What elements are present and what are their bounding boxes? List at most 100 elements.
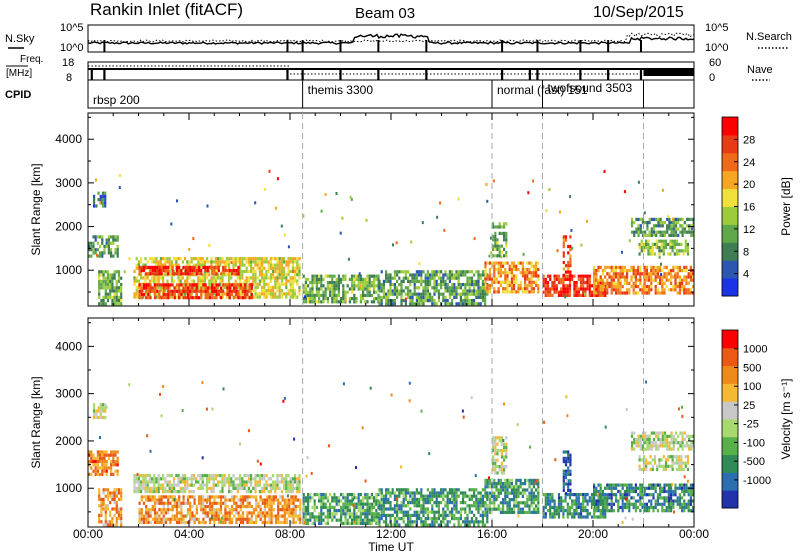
- data-cell: [667, 272, 670, 276]
- data-cell: [173, 289, 176, 293]
- data-cell: [166, 490, 169, 494]
- data-cell: [464, 510, 467, 514]
- data-cell: [566, 515, 569, 519]
- data-cell: [407, 292, 410, 296]
- data-cell: [493, 264, 496, 268]
- data-cell: [164, 520, 168, 525]
- data-cell: [446, 273, 449, 277]
- data-cell: [118, 186, 121, 189]
- data-cell: [269, 257, 272, 261]
- data-cell: [142, 486, 145, 490]
- data-cell: [184, 520, 187, 525]
- data-cell: [344, 299, 347, 303]
- data-cell: [265, 269, 268, 274]
- data-cell: [415, 488, 418, 492]
- data-cell: [685, 230, 689, 234]
- data-cell: [639, 217, 642, 221]
- data-cell: [162, 286, 165, 290]
- data-cell: [302, 214, 305, 218]
- data-cell: [650, 281, 653, 285]
- data-cell: [610, 265, 613, 269]
- data-cell: [261, 285, 264, 290]
- data-cell: [610, 281, 613, 285]
- data-cell: [261, 486, 264, 490]
- data-cell: [287, 260, 290, 264]
- data-cell: [289, 477, 292, 481]
- data-cell: [104, 415, 107, 420]
- data-cell: [217, 520, 220, 525]
- data-cell: [258, 257, 261, 261]
- data-cell: [646, 224, 649, 228]
- data-cell: [393, 491, 396, 495]
- data-cell: [278, 285, 281, 290]
- data-cell: [153, 276, 156, 280]
- data-cell: [639, 288, 642, 292]
- data-cell: [144, 276, 147, 280]
- data-cell: [252, 276, 255, 280]
- data-cell: [588, 290, 591, 294]
- data-cell: [208, 273, 211, 277]
- data-cell: [197, 279, 200, 283]
- data-cell: [294, 273, 297, 277]
- data-cell: [612, 288, 615, 292]
- data-cell: [191, 504, 194, 509]
- data-cell: [475, 497, 478, 501]
- data-cell: [206, 483, 209, 487]
- data-cell: [466, 494, 469, 498]
- data-cell: [276, 486, 279, 490]
- data-cell: [201, 486, 204, 490]
- data-cell: [364, 293, 367, 297]
- data-cell: [437, 491, 440, 495]
- data-cell: [256, 257, 259, 261]
- data-cell: [192, 490, 195, 494]
- data-cell: [393, 302, 396, 306]
- data-cell: [468, 302, 471, 306]
- data-cell: [477, 507, 480, 511]
- data-cell: [88, 453, 91, 457]
- data-cell: [499, 267, 502, 272]
- data-cell: [683, 230, 686, 234]
- data-cell: [398, 292, 401, 296]
- data-cell: [155, 477, 158, 481]
- data-cell: [179, 276, 182, 280]
- data-cell: [244, 498, 247, 502]
- data-cell: [324, 293, 327, 297]
- data-cell: [140, 265, 143, 269]
- data-cell: [329, 505, 332, 509]
- data-cell: [582, 277, 585, 281]
- data-cell: [442, 510, 445, 514]
- data-cell: [232, 480, 235, 484]
- data-cell: [348, 521, 351, 525]
- data-cell: [634, 269, 637, 273]
- data-cell: [617, 291, 620, 295]
- data-cell: [667, 278, 670, 282]
- data-cell: [628, 269, 631, 273]
- data-cell: [147, 265, 150, 269]
- data-cell: [203, 474, 206, 478]
- data-cell: [385, 513, 388, 517]
- data-cell: [415, 497, 418, 501]
- data-cell: [259, 511, 262, 515]
- data-cell: [571, 502, 574, 506]
- data-cell: [248, 517, 251, 521]
- data-cell: [340, 515, 343, 519]
- data-cell: [117, 497, 121, 501]
- data-cell: [246, 520, 249, 525]
- data-cell: [373, 274, 376, 278]
- data-cell: [120, 510, 123, 514]
- data-cell: [133, 292, 136, 296]
- data-cell: [117, 510, 121, 514]
- data-cell: [258, 295, 261, 299]
- data-cell: [486, 513, 489, 517]
- data-cell: [420, 507, 423, 511]
- data-cell: [508, 507, 511, 511]
- data-cell: [466, 504, 469, 508]
- data-cell: [446, 494, 449, 498]
- data-cell: [265, 257, 268, 261]
- data-cell: [375, 493, 378, 497]
- data-cell: [675, 242, 679, 246]
- data-cell: [283, 260, 286, 264]
- data-cell: [555, 287, 558, 291]
- data-cell: [446, 286, 449, 290]
- data-cell: [340, 505, 343, 509]
